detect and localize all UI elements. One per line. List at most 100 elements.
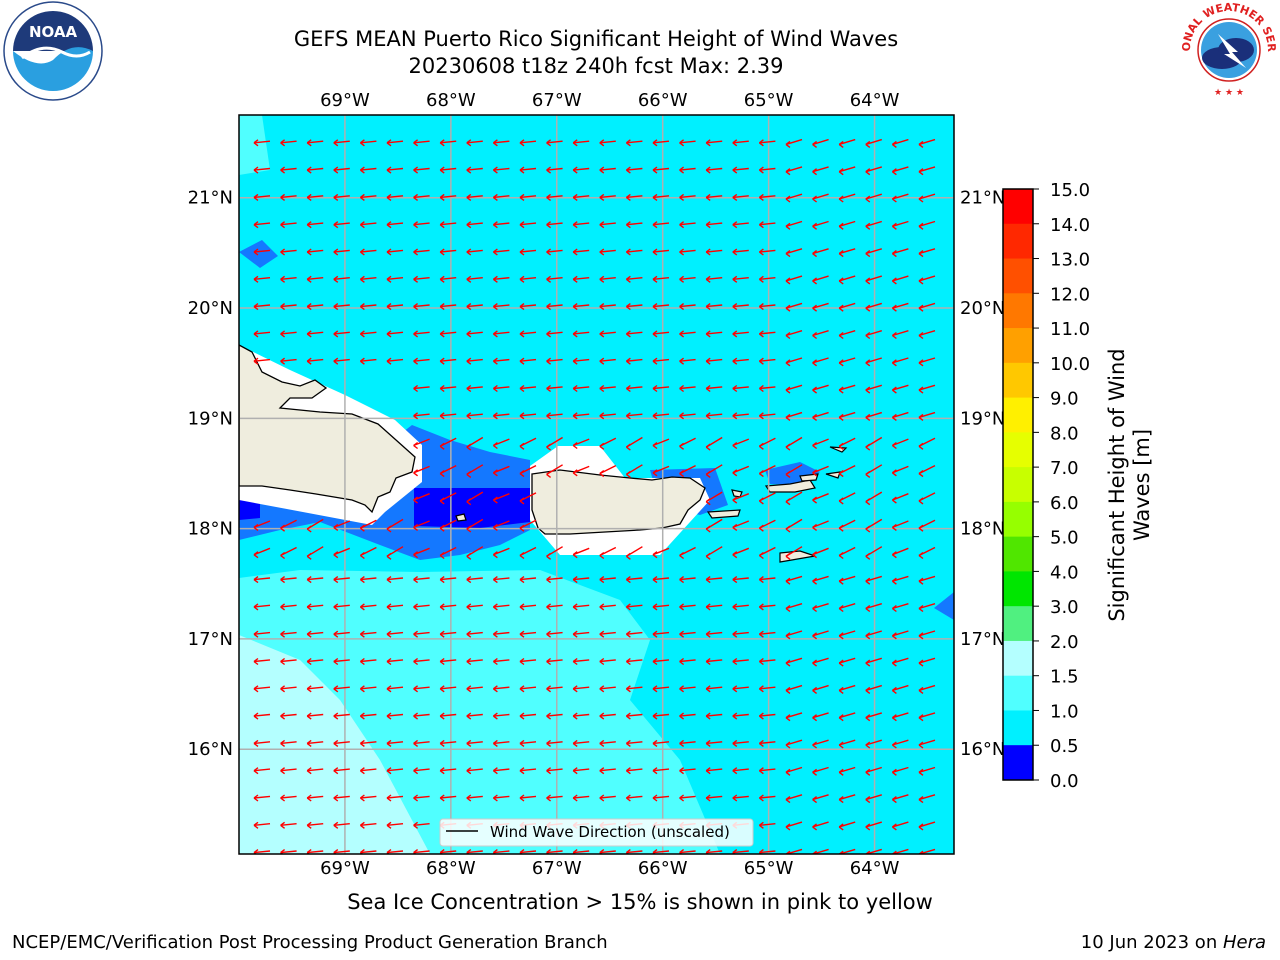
wave-arrow bbox=[732, 438, 750, 450]
wave-arrow bbox=[732, 630, 749, 638]
wave-arrow bbox=[865, 630, 883, 640]
wave-arrow bbox=[359, 576, 377, 584]
wave-arrow bbox=[386, 303, 404, 311]
lat-tick-label-left: 19°N bbox=[188, 408, 233, 429]
wave-arrow bbox=[918, 275, 936, 285]
wave-arrow bbox=[546, 166, 563, 174]
lat-tick-label-right: 19°N bbox=[960, 408, 1005, 429]
wave-arrow bbox=[306, 518, 324, 533]
wave-arrow bbox=[439, 712, 457, 720]
wave-arrow bbox=[333, 712, 350, 720]
wave-arrow bbox=[253, 739, 271, 747]
wave-arrow bbox=[625, 630, 643, 638]
wave-arrow bbox=[625, 384, 643, 393]
wave-arrow bbox=[546, 330, 563, 338]
colorbar-tick-label: 1.5 bbox=[1050, 667, 1079, 688]
wave-arrow bbox=[492, 603, 510, 611]
wave-arrow bbox=[386, 821, 404, 829]
wave-arrow bbox=[439, 794, 457, 802]
wave-arrow bbox=[865, 193, 883, 203]
wave-arrow bbox=[439, 193, 457, 201]
wave-arrow bbox=[466, 275, 483, 283]
wave-arrow bbox=[439, 685, 457, 693]
wave-arrow bbox=[359, 657, 377, 666]
wave-arrow bbox=[333, 794, 350, 802]
wave-arrow bbox=[812, 603, 829, 613]
wave-arrow bbox=[413, 547, 430, 559]
wave-arrow bbox=[918, 248, 936, 258]
wave-arrow bbox=[812, 547, 829, 559]
colorbar-tick-label: 0.5 bbox=[1050, 736, 1079, 757]
lon-tick-label-bottom: 69°W bbox=[320, 858, 370, 879]
wave-arrow bbox=[918, 220, 936, 230]
colorbar-segment bbox=[1003, 328, 1033, 364]
wave-arrow bbox=[519, 657, 537, 666]
wave-arrow bbox=[652, 657, 670, 666]
wave-arrow bbox=[918, 630, 936, 640]
wave-arrow bbox=[891, 302, 909, 312]
wave-arrow bbox=[705, 546, 723, 560]
wave-arrow bbox=[492, 139, 510, 147]
wave-arrow bbox=[439, 492, 457, 505]
wave-arrow bbox=[280, 603, 297, 611]
colorbar-tick-label: 15.0 bbox=[1050, 180, 1090, 201]
wave-arrow bbox=[732, 330, 749, 338]
wave-arrow bbox=[838, 275, 856, 285]
wave-arrow bbox=[679, 603, 696, 611]
wave-arrow bbox=[466, 221, 483, 229]
wave-arrow bbox=[652, 767, 670, 775]
wave-arrow bbox=[386, 546, 404, 560]
wave-arrow bbox=[466, 436, 484, 451]
wave-arrow bbox=[652, 438, 670, 450]
wave-arrow bbox=[413, 794, 430, 802]
wave-arrow bbox=[572, 384, 590, 393]
wave-arrow bbox=[306, 821, 324, 829]
colorbar-axis-label: Significant Height of Wind Waves [m] bbox=[1105, 348, 1155, 621]
colorbar-tick-label: 1.0 bbox=[1050, 701, 1079, 722]
wave-arrow bbox=[679, 193, 696, 201]
wave-arrow bbox=[359, 139, 377, 147]
wave-arrow bbox=[625, 166, 643, 174]
wave-arrow bbox=[306, 712, 324, 720]
wave-arrow bbox=[333, 630, 350, 638]
wave-arrow bbox=[439, 767, 457, 775]
wave-arrow bbox=[599, 384, 616, 393]
wave-arrow bbox=[466, 412, 483, 420]
wave-arrow bbox=[572, 275, 590, 283]
wave-arrow bbox=[812, 166, 829, 176]
wave-arrow bbox=[918, 712, 936, 722]
wave-arrow bbox=[705, 193, 723, 201]
wave-arrow bbox=[572, 166, 590, 174]
wave-arrow bbox=[679, 221, 696, 229]
wave-arrow bbox=[546, 193, 563, 201]
wave-arrow bbox=[492, 330, 510, 338]
wave-arrow bbox=[439, 166, 457, 174]
lat-tick-label-right: 16°N bbox=[960, 739, 1005, 760]
wave-arrow bbox=[466, 767, 483, 775]
wave-arrow bbox=[546, 546, 563, 560]
wave-arrow bbox=[359, 821, 377, 829]
wave-arrow bbox=[519, 303, 537, 311]
wave-arrow bbox=[679, 248, 696, 256]
wave-arrow bbox=[732, 465, 750, 477]
wave-arrow bbox=[306, 166, 324, 174]
wave-arrow bbox=[519, 630, 537, 638]
wave-arrow bbox=[785, 411, 803, 421]
colorbar-segment bbox=[1003, 536, 1033, 572]
wave-arrow bbox=[333, 193, 350, 201]
wave-arrow bbox=[306, 794, 324, 802]
wave-arrow bbox=[492, 493, 510, 504]
wave-arrow bbox=[732, 139, 749, 147]
wave-arrow bbox=[918, 684, 936, 694]
wave-arrow bbox=[838, 684, 856, 694]
wave-arrow bbox=[891, 712, 909, 722]
wave-arrow bbox=[705, 166, 723, 174]
wave-arrow bbox=[838, 821, 856, 831]
wave-arrow bbox=[865, 411, 883, 421]
wave-arrow bbox=[652, 412, 670, 420]
wave-arrow bbox=[572, 630, 590, 638]
wave-arrow bbox=[386, 275, 404, 283]
wave-arrow bbox=[572, 794, 590, 802]
wave-arrow bbox=[838, 712, 856, 722]
wave-arrow bbox=[679, 464, 696, 478]
